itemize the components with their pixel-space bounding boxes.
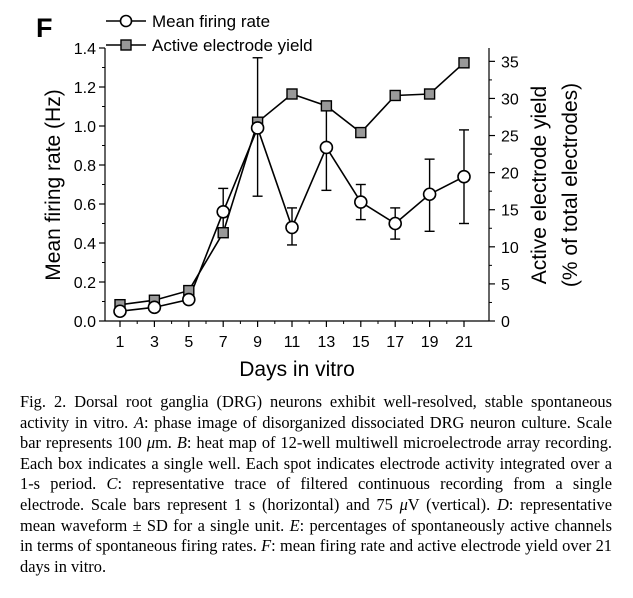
caption-segment: F [261,536,272,556]
left-tick-label: 0.2 [74,275,96,292]
right-tick-label: 0 [501,314,510,331]
caption-segment: B [176,433,187,453]
left-tick-label: 1.2 [74,80,96,97]
markers [113,57,471,319]
caption-segment: A [133,412,144,432]
caption-segment: : representative trace of filtered conti… [20,474,613,514]
right-tick-label: 20 [501,166,519,183]
caption-segment: E [289,515,300,535]
chart: F 0.00.20.40.60.81.01.21.4 0510152025303… [36,12,582,381]
firing-rate-circle-marker [250,121,265,135]
x-tick-label: 5 [184,334,193,351]
x-tick-label: 3 [150,334,159,351]
yield-square-marker [458,57,470,69]
legend: Mean firing rate Active electrode yield [106,12,313,55]
caption-segment: : mean firing rate and active electrode … [20,536,612,576]
series-lines [119,62,465,313]
firing-rate-circle-marker [388,216,403,231]
firing-rate-circle-marker [216,205,230,219]
caption-segment: : representative mean waveform ± SD for … [20,494,612,535]
caption-segment: μ [399,494,408,514]
right-axis: 0 5 10 15 20 25 30 35 [489,54,519,331]
legend-circle-marker [119,14,133,28]
left-tick-label: 0.8 [74,158,96,175]
left-axis: 0.0 0.2 0.4 0.6 0.8 1.0 1.2 1.4 [74,41,105,331]
legend-square-marker [120,39,132,51]
x-tick-label: 9 [253,334,262,351]
yield-square-marker [423,88,436,100]
x-tick-label: 13 [318,334,336,351]
x-tick-label: 1 [116,334,125,351]
caption-segment: C [106,474,118,494]
firing-rate-circle-marker [319,140,334,155]
caption-segment: : heat map of 12-well multiwell microele… [20,433,612,494]
caption-segment: : phase image of disorganized dissociate… [20,412,612,453]
legend-label-electrode-yield: Active electrode yield [152,36,313,55]
firing-rate-circle-marker [285,220,299,235]
y-axis-label-right-line2: (% of total electrodes) [559,83,582,287]
firing-rate-circle-marker [147,300,162,315]
firing-rate-circle-marker [457,169,471,184]
right-tick-label: 25 [501,129,519,146]
y-axis-label-left: Mean firing rate (Hz) [42,89,65,280]
left-tick-label: 0.6 [74,197,96,214]
left-tick-label: 1.0 [74,119,96,136]
yield-square-marker [389,89,401,102]
right-tick-label: 10 [501,240,519,257]
x-tick-label: 21 [455,334,473,351]
yield-square-marker [286,88,298,100]
legend-label-firing-rate: Mean firing rate [152,12,270,31]
left-tick-label: 0.0 [74,314,96,331]
firing-rate-circle-marker [422,187,437,202]
firing-rate-circle-marker [182,292,196,307]
panel-label: F [36,13,53,43]
caption-segment: μ [146,433,156,453]
x-tick-label: 7 [219,334,228,351]
yield-square-marker [355,126,367,139]
firing-rate-circle-marker [353,195,368,209]
right-tick-label: 35 [501,54,519,71]
x-tick-label: 17 [386,334,404,351]
caption-segment: m. [155,433,177,453]
y-axis-label-right-line1: Active electrode yield [528,86,551,284]
error-bars [218,57,469,246]
caption-segment: Fig. 2. Dorsal root ganglia (DRG) neuron… [20,392,612,432]
firing-rate-circle-marker [113,304,127,319]
x-tick-label: 19 [421,334,439,351]
yield-square-marker [217,227,229,239]
caption-segment: : percentages of spontaneously active ch… [20,515,612,556]
x-axis-label: Days in vitro [239,358,355,381]
x-tick-label: 15 [352,334,370,351]
left-tick-label: 0.4 [74,236,96,253]
right-tick-label: 15 [501,203,519,220]
yield-square-marker [320,100,333,112]
x-axis: 1 3 5 7 9 11 13 15 17 19 21 [116,321,473,351]
x-tick-label: 11 [284,334,301,351]
right-tick-label: 30 [501,91,519,108]
caption-segment: D [496,494,509,514]
right-tick-label: 5 [501,277,510,294]
left-tick-label: 1.4 [74,41,96,58]
figure-caption: Fig. 2. Dorsal root ganglia (DRG) neuron… [20,392,612,577]
caption-segment: V (vertical). [407,494,497,514]
